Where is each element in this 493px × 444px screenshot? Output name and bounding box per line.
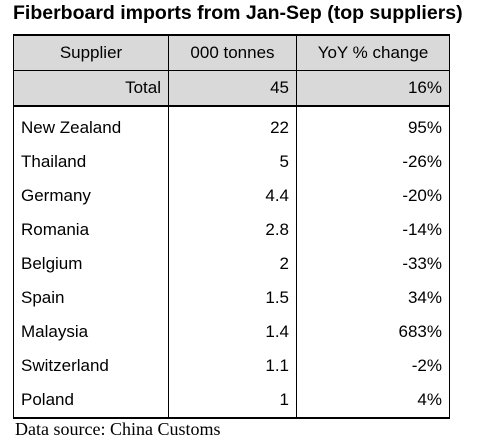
total-row: Total 45 16% [13, 70, 450, 107]
table-row: Belgium 2 -33% [13, 247, 450, 281]
header-supplier: Supplier [13, 34, 169, 71]
supplier-cell: Belgium [13, 247, 169, 281]
tonnes-cell: 22 [168, 106, 297, 145]
yoy-cell: 34% [296, 281, 450, 315]
table-row: Malaysia 1.4 683% [13, 315, 450, 349]
tonnes-cell: 2.8 [168, 213, 297, 247]
data-source-note: Data source: China Customs [15, 419, 221, 439]
table-row: Poland 1 4% [13, 383, 450, 419]
table-row: Thailand 5 -26% [13, 145, 450, 179]
total-yoy: 16% [296, 70, 450, 107]
yoy-cell: -14% [296, 213, 450, 247]
table-row: Romania 2.8 -14% [13, 213, 450, 247]
table-row: Germany 4.4 -20% [13, 179, 450, 213]
supplier-cell: Romania [13, 213, 169, 247]
supplier-cell: New Zealand [13, 106, 169, 145]
tonnes-cell: 2 [168, 247, 297, 281]
header-row: Supplier 000 tonnes YoY % change [13, 34, 450, 71]
total-label: Total [13, 70, 169, 107]
table-row: Switzerland 1.1 -2% [13, 349, 450, 383]
suppliers-table: Supplier 000 tonnes YoY % change Total 4… [13, 34, 450, 419]
yoy-cell: -33% [296, 247, 450, 281]
table-row: Spain 1.5 34% [13, 281, 450, 315]
table-row: New Zealand 22 95% [13, 106, 450, 145]
tonnes-cell: 1.1 [168, 349, 297, 383]
tonnes-cell: 1 [168, 383, 297, 419]
header-yoy: YoY % change [296, 34, 450, 71]
supplier-cell: Germany [13, 179, 169, 213]
supplier-cell: Malaysia [13, 315, 169, 349]
yoy-cell: -20% [296, 179, 450, 213]
yoy-cell: 683% [296, 315, 450, 349]
yoy-cell: -2% [296, 349, 450, 383]
tonnes-cell: 1.5 [168, 281, 297, 315]
yoy-cell: 4% [296, 383, 450, 419]
tonnes-cell: 1.4 [168, 315, 297, 349]
tonnes-cell: 4.4 [168, 179, 297, 213]
yoy-cell: 95% [296, 106, 450, 145]
supplier-cell: Thailand [13, 145, 169, 179]
header-tonnes: 000 tonnes [168, 34, 297, 71]
supplier-cell: Poland [13, 383, 169, 419]
tonnes-cell: 5 [168, 145, 297, 179]
yoy-cell: -26% [296, 145, 450, 179]
total-tonnes: 45 [168, 70, 297, 107]
table-title: Fiberboard imports from Jan-Sep (top sup… [13, 2, 463, 24]
supplier-cell: Spain [13, 281, 169, 315]
supplier-cell: Switzerland [13, 349, 169, 383]
